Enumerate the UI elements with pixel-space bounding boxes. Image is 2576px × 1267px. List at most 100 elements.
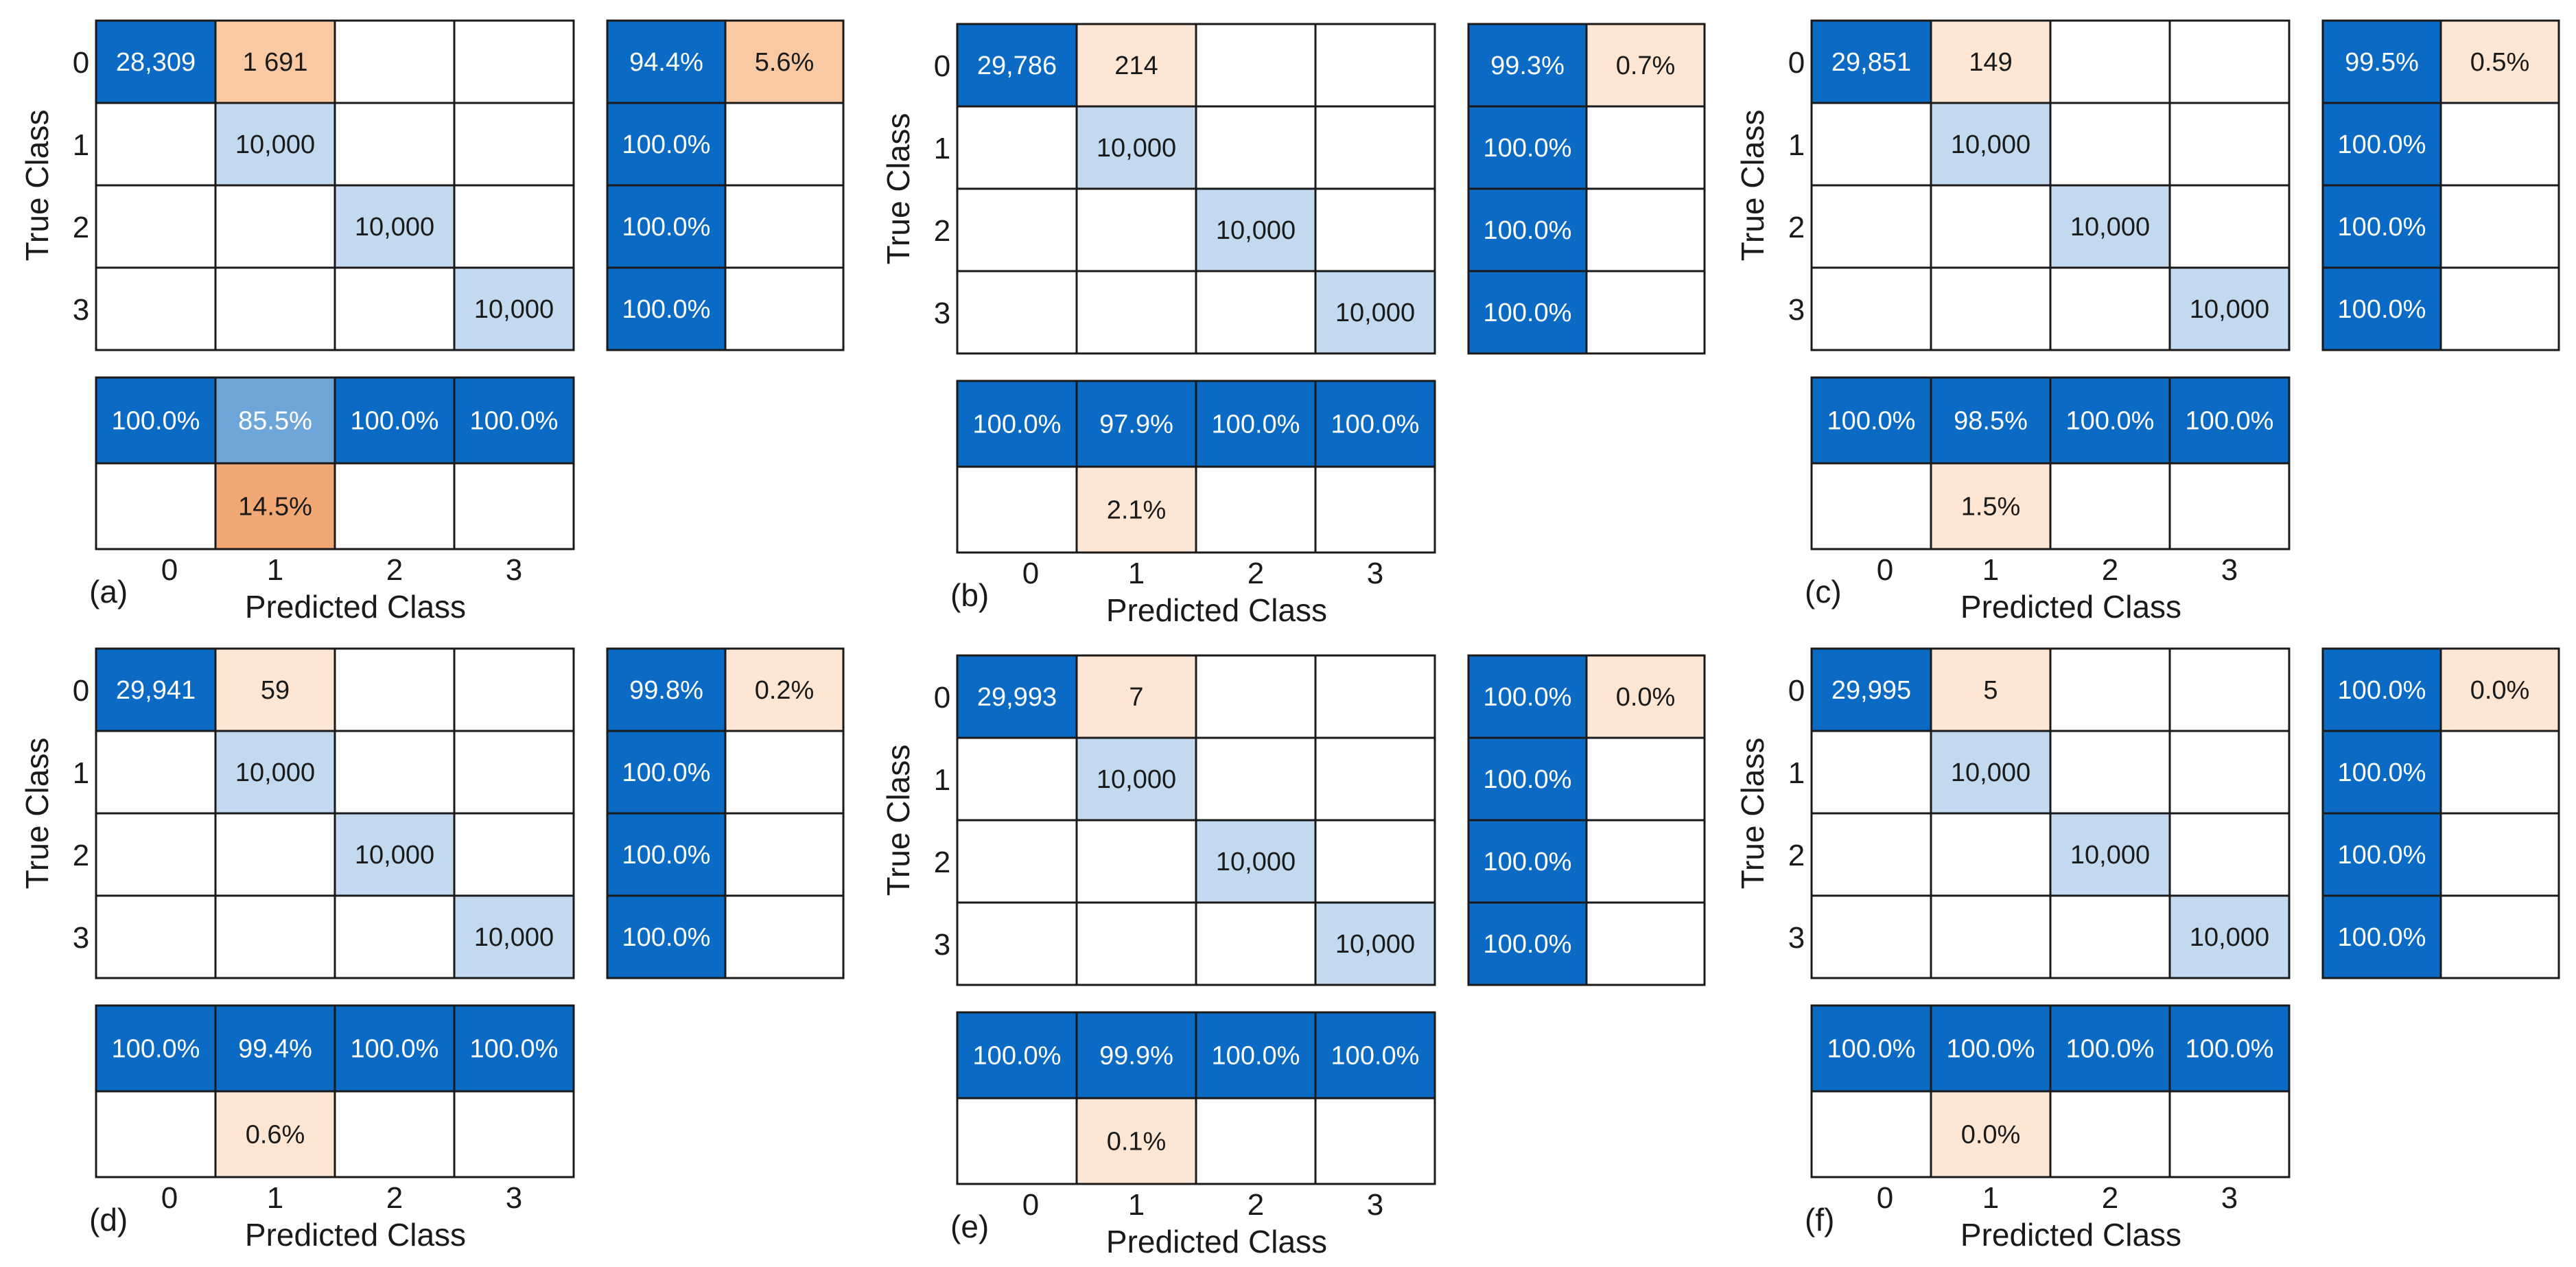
matrix-cell bbox=[333, 730, 456, 815]
panel-label: (a) bbox=[89, 574, 128, 609]
y-tick-label: 2 bbox=[1788, 839, 1805, 872]
matrix-cell-value: 10,000 bbox=[2070, 841, 2150, 870]
row-summary-cell-value: 100.0% bbox=[2338, 130, 2426, 159]
col-summary-cell-value: 100.0% bbox=[2066, 1035, 2155, 1064]
panel-label: (e) bbox=[950, 1209, 989, 1244]
row-summary-cell bbox=[2439, 730, 2560, 815]
x-tick-label: 0 bbox=[161, 1181, 178, 1215]
matrix-cell bbox=[956, 187, 1078, 272]
x-axis-label: Predicted Class bbox=[245, 1217, 466, 1253]
matrix-cell bbox=[1195, 270, 1317, 355]
row-summary-cell bbox=[724, 730, 845, 815]
x-axis-label: Predicted Class bbox=[1106, 592, 1327, 628]
row-summary-cell-value: 100.0% bbox=[1484, 134, 1572, 163]
col-summary-cell-value: 100.0% bbox=[351, 1035, 439, 1064]
row-summary-cell bbox=[606, 266, 727, 351]
matrix-cell bbox=[1810, 266, 1932, 351]
col-summary-cell-value: 100.0% bbox=[1827, 407, 1916, 436]
row-summary-cell bbox=[1585, 654, 1706, 739]
x-tick-label: 0 bbox=[1022, 557, 1039, 590]
row-summary-cell-value: 99.8% bbox=[629, 676, 703, 705]
col-summary-cell bbox=[1810, 1090, 1932, 1178]
col-summary-cell bbox=[453, 462, 575, 550]
matrix-cell-value: 10,000 bbox=[474, 923, 554, 952]
row-summary-cell bbox=[606, 730, 727, 815]
y-tick-label: 3 bbox=[1788, 293, 1805, 327]
row-summary-cell bbox=[606, 812, 727, 897]
matrix-cell bbox=[333, 266, 456, 351]
col-summary-cell-value: 100.0% bbox=[1212, 410, 1300, 439]
x-tick-label: 2 bbox=[1248, 1188, 1264, 1222]
matrix-cell-value: 10,000 bbox=[1216, 848, 1296, 876]
col-summary-cell bbox=[1314, 1097, 1436, 1185]
col-summary-cell bbox=[2168, 462, 2291, 550]
matrix-cell bbox=[2049, 266, 2171, 351]
matrix-cell-value: 10,000 bbox=[1335, 299, 1415, 327]
panel-label: (f) bbox=[1805, 1202, 1834, 1237]
row-summary-cell-value: 0.2% bbox=[755, 676, 815, 705]
matrix-cell bbox=[1810, 19, 1932, 104]
x-tick-label: 2 bbox=[386, 553, 403, 587]
matrix-cell bbox=[2049, 894, 2171, 979]
x-axis-label: Predicted Class bbox=[1106, 1224, 1327, 1259]
row-summary-cell bbox=[1467, 23, 1588, 108]
col-summary-cell-value: 99.9% bbox=[1099, 1042, 1173, 1071]
row-summary-cell bbox=[1585, 736, 1706, 822]
x-tick-label: 2 bbox=[2102, 553, 2118, 587]
row-summary-cell bbox=[1467, 654, 1588, 739]
matrix-cell-value: 10,000 bbox=[1335, 930, 1415, 959]
matrix-cell bbox=[1195, 819, 1317, 904]
col-summary-cell bbox=[1930, 376, 2052, 465]
x-axis-label: Predicted Class bbox=[1960, 589, 2181, 625]
y-axis-label: True Class bbox=[880, 113, 916, 265]
row-summary-cell-value: 0.5% bbox=[2470, 48, 2530, 77]
matrix-cell bbox=[956, 105, 1078, 190]
matrix-cell bbox=[333, 894, 456, 979]
matrix-cell bbox=[1314, 736, 1436, 822]
matrix-cell bbox=[1195, 736, 1317, 822]
matrix-cell-value: 10,000 bbox=[2190, 923, 2269, 952]
col-summary-cell bbox=[1314, 1011, 1436, 1100]
matrix-cell bbox=[95, 184, 217, 269]
y-tick-label: 1 bbox=[73, 756, 89, 790]
col-summary-cell bbox=[1195, 380, 1317, 468]
row-summary-cell bbox=[2321, 647, 2442, 732]
matrix-cell bbox=[95, 730, 217, 815]
row-summary-cell-value: 0.0% bbox=[1616, 683, 1676, 712]
x-tick-label: 0 bbox=[1877, 1181, 1893, 1215]
col-summary-cell bbox=[956, 1097, 1078, 1185]
matrix-cell bbox=[95, 266, 217, 351]
col-summary-cell-value: 100.0% bbox=[973, 410, 1062, 439]
row-summary-cell-value: 99.5% bbox=[2345, 48, 2419, 77]
col-summary-cell bbox=[2049, 462, 2171, 550]
matrix-cell bbox=[1075, 819, 1197, 904]
col-summary-cell bbox=[1075, 380, 1197, 468]
matrix-cell-value: 10,000 bbox=[1216, 216, 1296, 245]
col-summary-cell bbox=[2049, 376, 2171, 465]
matrix-cell bbox=[1195, 23, 1317, 108]
matrix-cell bbox=[453, 19, 575, 104]
col-summary-cell bbox=[453, 1090, 575, 1178]
col-summary-cell bbox=[2049, 1004, 2171, 1093]
matrix-cell bbox=[1314, 105, 1436, 190]
matrix-cell bbox=[2168, 894, 2291, 979]
row-summary-cell-value: 100.0% bbox=[2338, 758, 2426, 787]
col-summary-cell-value: 0.1% bbox=[1107, 1128, 1167, 1156]
row-summary-cell bbox=[2439, 647, 2560, 732]
col-summary-cell bbox=[1195, 1011, 1317, 1100]
matrix-cell bbox=[453, 266, 575, 351]
row-summary-cell bbox=[606, 102, 727, 187]
row-summary-cell bbox=[2439, 102, 2560, 187]
y-axis-label: True Class bbox=[19, 738, 55, 890]
matrix-cell-value: 10,000 bbox=[2070, 213, 2150, 242]
row-summary-cell bbox=[1585, 23, 1706, 108]
col-summary-cell bbox=[95, 1004, 217, 1093]
matrix-cell bbox=[2049, 647, 2171, 732]
matrix-cell-value: 10,000 bbox=[474, 295, 554, 324]
matrix-cell bbox=[214, 184, 336, 269]
y-axis-label: True Class bbox=[880, 745, 916, 896]
x-tick-label: 1 bbox=[1128, 1188, 1145, 1222]
y-tick-label: 0 bbox=[934, 49, 950, 83]
matrix-cell bbox=[1195, 654, 1317, 739]
